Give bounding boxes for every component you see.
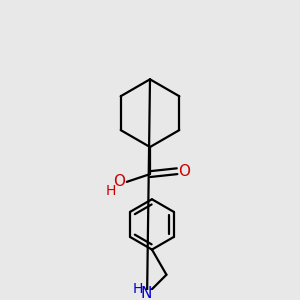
Text: H: H bbox=[106, 184, 116, 198]
Text: O: O bbox=[178, 164, 190, 179]
Text: H: H bbox=[132, 282, 142, 296]
Text: O: O bbox=[113, 174, 125, 189]
Text: N: N bbox=[140, 286, 152, 300]
